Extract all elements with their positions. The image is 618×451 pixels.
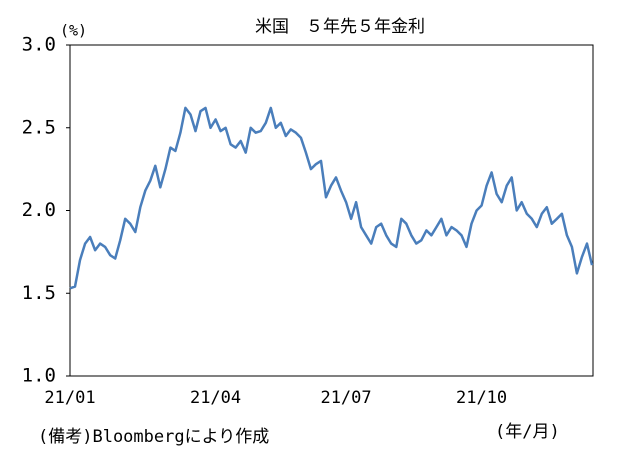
line-series (69, 106, 594, 290)
y-tick-label: 3.0 (22, 34, 56, 56)
y-tick-label: 2.5 (22, 116, 56, 138)
y-axis-unit: (%) (60, 22, 87, 40)
chart-title: 米国 ５年先５年金利 (255, 17, 425, 37)
y-tick-label: 1.5 (22, 282, 56, 304)
x-tick-label: 21/04 (190, 388, 241, 408)
y-tick-label: 2.0 (22, 199, 56, 221)
x-tick-label: 21/07 (320, 388, 371, 408)
x-axis-unit: (年/月) (495, 422, 560, 442)
y-tick-label: 1.0 (22, 365, 56, 387)
note: (備考)Bloombergにより作成 (38, 427, 269, 447)
x-tick-label: 21/01 (44, 388, 95, 408)
x-tick-label: 21/10 (456, 388, 507, 408)
